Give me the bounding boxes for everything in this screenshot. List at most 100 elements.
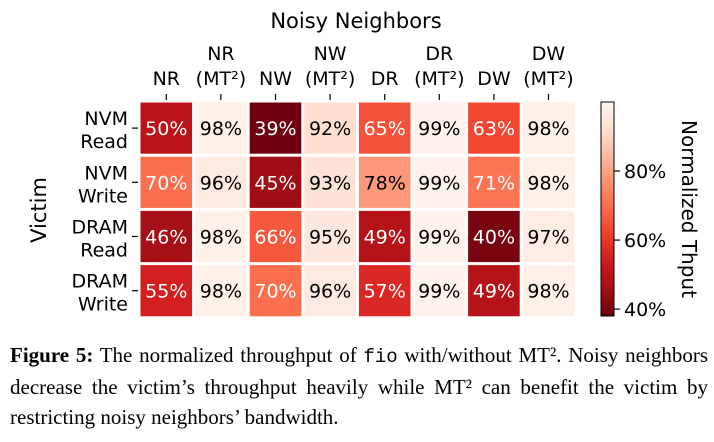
heatmap-cell — [522, 210, 575, 263]
heatmap-cell — [468, 156, 520, 208]
heatmap-cell — [304, 156, 356, 208]
heatmap-cell — [468, 102, 520, 154]
cell-value-label: 70% — [145, 172, 187, 194]
colorbar-ticks: 40% 60% 80% — [614, 161, 666, 321]
cell-value-label: 97% — [527, 227, 569, 249]
row-label: NVM — [84, 108, 128, 130]
heatmap-cell — [413, 102, 466, 154]
cell-value-label: 98% — [200, 281, 242, 303]
row-label: Write — [78, 185, 128, 207]
row-label: Read — [80, 131, 128, 153]
column-label: NW — [314, 43, 347, 65]
heatmap-cell — [304, 265, 356, 317]
column-label: DR — [425, 43, 453, 65]
colorbar-tick-label: 40% — [624, 299, 666, 321]
column-label: NW — [259, 68, 292, 90]
heatmap-cell — [195, 102, 247, 154]
column-label: DW — [477, 68, 511, 90]
heatmap-cell — [140, 102, 193, 154]
figure-caption: Figure 5: The normalized throughput of f… — [10, 340, 708, 432]
cell-value-label: 98% — [527, 172, 569, 194]
heatmap-cell — [195, 210, 247, 263]
heatmap-cell — [304, 210, 356, 263]
cell-value-label: 99% — [418, 118, 460, 140]
heatmap-cell — [522, 102, 575, 154]
row-label: DRAM — [72, 271, 128, 293]
cell-value-label: 50% — [145, 118, 187, 140]
heatmap-cell — [413, 265, 466, 317]
column-label: (MT²) — [305, 68, 355, 90]
heatmap-cell — [413, 156, 466, 208]
caption-text-part1: The normalized throughput of — [93, 343, 364, 367]
cell-value-label: 92% — [309, 118, 351, 140]
heatmap-cell — [358, 210, 411, 263]
heatmap-cell — [195, 156, 247, 208]
cell-value-label: 55% — [145, 281, 187, 303]
column-label: NR — [153, 68, 180, 90]
cell-value-label: 49% — [364, 227, 406, 249]
cell-value-label: 71% — [473, 172, 515, 194]
cell-value-label: 98% — [527, 281, 569, 303]
heatmap-cell — [522, 265, 575, 317]
colorbar-label: Normalized Thput — [677, 120, 701, 298]
y-axis-label: Victim — [27, 177, 51, 243]
row-label: Write — [78, 294, 128, 316]
colorbar — [600, 101, 615, 317]
chart-title: Noisy Neighbors — [270, 9, 441, 33]
heatmap-chart: Noisy Neighbors Victim NR NR (MT²) NW NW (MT²… — [27, 9, 701, 321]
colorbar-tick-label: 60% — [624, 230, 666, 252]
cell-value-label: 98% — [200, 118, 242, 140]
cell-value-label: 63% — [473, 118, 515, 140]
colorbar-tick-label: 80% — [624, 161, 666, 183]
cell-value-label: 66% — [254, 227, 296, 249]
cell-value-label: 65% — [364, 118, 406, 140]
column-label: (MT²) — [523, 68, 573, 90]
cell-value-label: 39% — [254, 118, 296, 140]
cell-value-label: 49% — [473, 281, 515, 303]
cell-value-label: 96% — [200, 172, 242, 194]
column-label: (MT²) — [414, 68, 464, 90]
heatmap-cell — [140, 156, 193, 208]
cell-value-label: 78% — [364, 172, 406, 194]
cell-value-label: 40% — [473, 227, 515, 249]
cell-value-label: 99% — [418, 281, 460, 303]
cell-value-label: 98% — [527, 118, 569, 140]
figure-label: Figure 5: — [10, 343, 94, 367]
heatmap-cell — [304, 102, 356, 154]
row-label: NVM — [84, 162, 128, 184]
heatmap-cell — [249, 265, 302, 317]
caption-code: fio — [363, 346, 398, 368]
cell-value-label: 99% — [418, 172, 460, 194]
cell-value-label: 70% — [254, 281, 296, 303]
heatmap-cell — [358, 156, 411, 208]
heatmap-cell — [468, 210, 520, 263]
heatmap-cell — [249, 156, 302, 208]
cell-value-label: 45% — [254, 172, 296, 194]
heatmap-cell — [468, 265, 520, 317]
column-label: DR — [371, 68, 399, 90]
heatmap-cell — [413, 210, 466, 263]
heatmap-cell — [249, 102, 302, 154]
heatmap-cell — [140, 210, 193, 263]
caption-text-part2: with/without MT². Noisy neighbors decrea… — [10, 343, 708, 429]
cell-value-label: 46% — [145, 227, 187, 249]
cell-value-label: 98% — [200, 227, 242, 249]
colorbar-gradient — [600, 101, 615, 317]
cell-value-label: 57% — [364, 281, 406, 303]
cell-value-label: 99% — [418, 227, 460, 249]
heatmap-cell — [249, 210, 302, 263]
row-label: DRAM — [72, 217, 128, 239]
column-label: (MT²) — [196, 68, 246, 90]
heatmap-cell — [358, 265, 411, 317]
heatmap-cell — [358, 102, 411, 154]
row-label: Read — [80, 240, 128, 262]
cell-value-label: 93% — [309, 172, 351, 194]
column-label: NR — [207, 43, 234, 65]
heatmap-cell — [522, 156, 575, 208]
cell-value-label: 96% — [309, 281, 351, 303]
heatmap-cell — [140, 265, 193, 317]
column-labels: NR NR (MT²) NW NW (MT²) DR DR (MT²) DW DW (MT²) — [153, 43, 574, 100]
heatmap-cells: 50% 98% 39% 92% 65% 99% 63% 98% 70% 96% 45% 93% 78% 9… — [140, 102, 575, 317]
cell-value-label: 95% — [309, 227, 351, 249]
